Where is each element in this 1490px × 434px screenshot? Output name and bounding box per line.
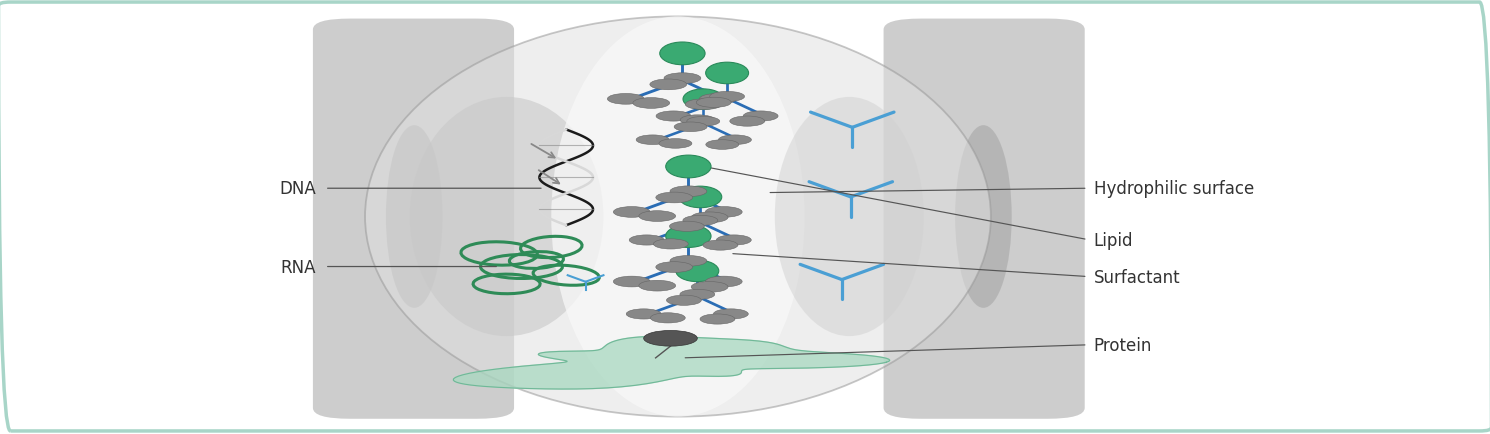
Circle shape [659,139,691,149]
Circle shape [665,74,700,84]
Circle shape [703,240,738,250]
Text: Lipid: Lipid [1094,231,1134,249]
Circle shape [709,92,745,102]
Circle shape [656,262,693,273]
Circle shape [651,313,685,323]
Text: Protein: Protein [1094,336,1152,354]
Circle shape [656,193,693,204]
Circle shape [699,94,736,105]
Text: DNA: DNA [279,180,316,198]
Circle shape [670,187,706,197]
Circle shape [691,212,729,223]
Polygon shape [453,336,890,389]
Circle shape [687,117,720,127]
Text: Hydrophilic surface: Hydrophilic surface [1094,180,1255,198]
Ellipse shape [676,260,718,282]
Circle shape [696,98,732,108]
Circle shape [744,112,778,122]
Circle shape [653,239,688,250]
Circle shape [685,99,723,110]
Circle shape [650,80,687,91]
Circle shape [614,207,650,218]
Circle shape [679,115,715,126]
Ellipse shape [682,90,724,110]
Circle shape [673,123,708,132]
Ellipse shape [365,17,991,417]
Circle shape [679,289,715,300]
Circle shape [706,140,739,150]
Ellipse shape [666,225,711,248]
Circle shape [626,309,662,319]
Ellipse shape [955,126,1012,308]
Text: RNA: RNA [280,258,316,276]
Ellipse shape [410,98,603,336]
Ellipse shape [679,187,721,208]
Circle shape [670,256,706,266]
Ellipse shape [775,98,924,336]
Circle shape [691,282,729,293]
Ellipse shape [660,43,705,66]
Circle shape [714,309,748,319]
FancyBboxPatch shape [313,20,514,419]
Circle shape [644,331,697,346]
Circle shape [633,99,669,109]
Circle shape [700,314,735,324]
Ellipse shape [666,156,711,178]
Circle shape [705,207,742,218]
Ellipse shape [551,17,805,417]
Circle shape [705,276,742,287]
FancyBboxPatch shape [884,20,1085,419]
Circle shape [666,296,702,306]
Circle shape [639,281,675,291]
Circle shape [614,276,650,287]
Circle shape [669,222,705,232]
Circle shape [639,211,675,222]
Circle shape [656,112,691,122]
Circle shape [629,235,665,246]
Ellipse shape [386,126,443,308]
Circle shape [682,216,718,226]
Circle shape [730,117,764,127]
Circle shape [718,135,751,145]
Circle shape [636,135,669,145]
Circle shape [608,94,644,105]
Ellipse shape [706,63,748,85]
Circle shape [717,235,751,246]
Text: Surfactant: Surfactant [1094,268,1180,286]
